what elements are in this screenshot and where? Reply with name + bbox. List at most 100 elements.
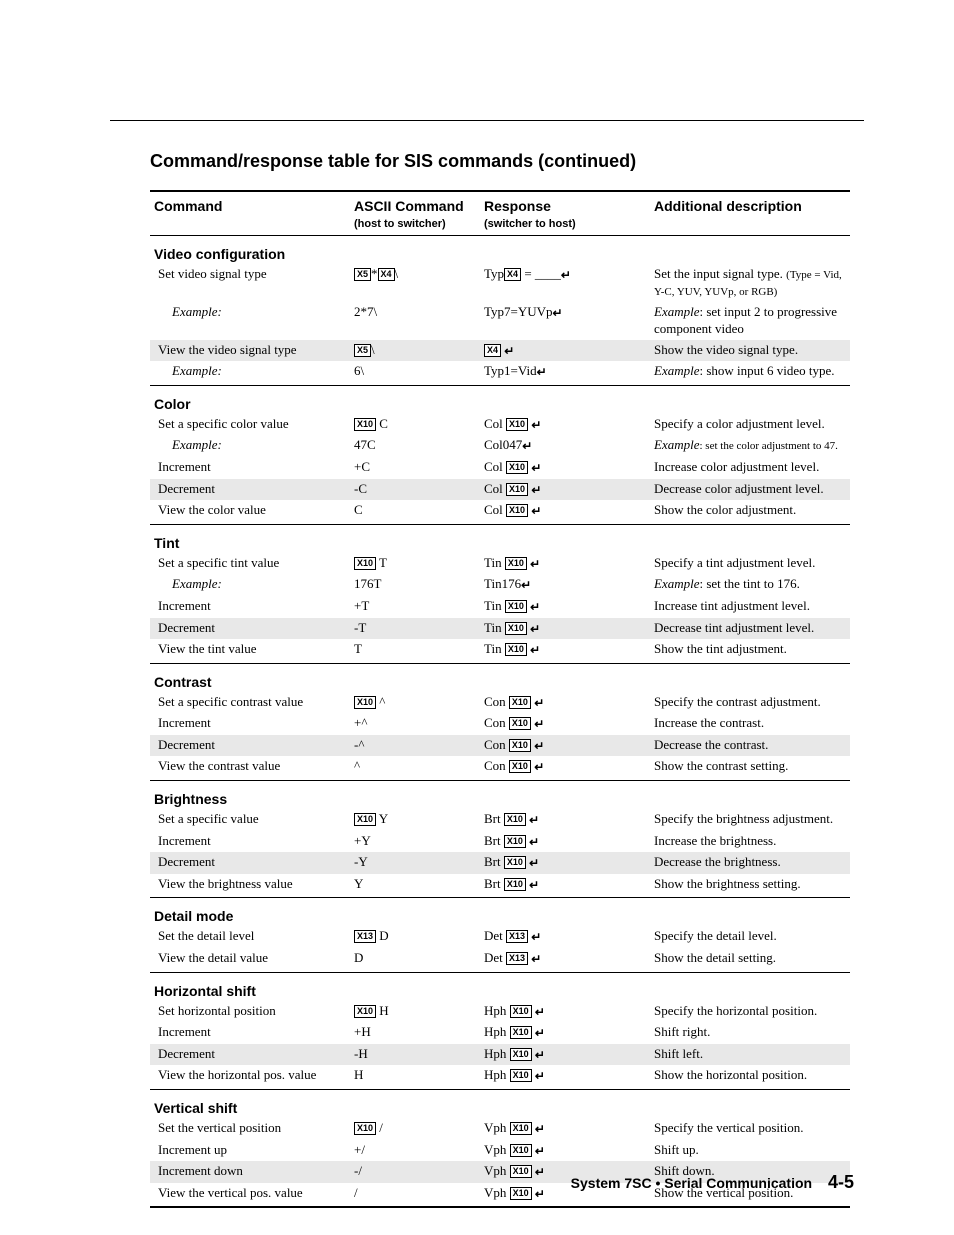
table-row: Example:6\Typ1=Vid↵Example: show input 6… [150, 361, 850, 383]
cell-ascii: -/ [350, 1161, 480, 1183]
cell-ascii: -C [350, 479, 480, 501]
cell-response: Tin176↵ [480, 574, 650, 596]
var-box: X10 [509, 739, 531, 752]
hdr-response: Response(switcher to host) [480, 191, 650, 236]
cell-command: Increment [150, 457, 350, 479]
top-rule [110, 120, 864, 121]
return-icon: ↵ [535, 1026, 545, 1042]
cell-command: Set horizontal position [150, 1001, 350, 1023]
var-box: X4 [378, 268, 395, 281]
var-box: X10 [506, 461, 528, 474]
section-title: Brightness [150, 781, 850, 810]
cell-command: Increment down [150, 1161, 350, 1183]
return-icon: ↵ [531, 952, 541, 968]
cell-description: Increase tint adjustment level. [650, 596, 850, 618]
cell-command: Example: [150, 361, 350, 383]
var-box: X10 [354, 1122, 376, 1135]
table-row: Set a specific tint valueX10 TTin X10 ↵S… [150, 553, 850, 575]
var-box: X13 [506, 930, 528, 943]
cell-description: Show the horizontal position. [650, 1065, 850, 1087]
cell-command: Decrement [150, 479, 350, 501]
return-icon: ↵ [530, 622, 540, 638]
return-icon: ↵ [553, 306, 563, 322]
table-row: View the brightness valueYBrt X10 ↵Show … [150, 874, 850, 896]
return-icon: ↵ [535, 1187, 545, 1203]
cell-command: Decrement [150, 1044, 350, 1066]
table-row: Example:176TTin176↵Example: set the tint… [150, 574, 850, 596]
cell-response: Hph X10 ↵ [480, 1044, 650, 1066]
table-row: Decrement-TTin X10 ↵Decrease tint adjust… [150, 618, 850, 640]
return-icon: ↵ [535, 1005, 545, 1021]
var-box: X10 [510, 1187, 532, 1200]
var-box: X10 [510, 1069, 532, 1082]
cell-description: Specify the brightness adjustment. [650, 809, 850, 831]
table-row: Decrement-^Con X10 ↵Decrease the contras… [150, 735, 850, 757]
cell-ascii: +Y [350, 831, 480, 853]
cell-description: Show the brightness setting. [650, 874, 850, 896]
cell-description: Shift left. [650, 1044, 850, 1066]
cell-description: Example: set input 2 to progressive comp… [650, 302, 850, 340]
return-icon: ↵ [521, 578, 531, 594]
return-icon: ↵ [534, 760, 544, 776]
return-icon: ↵ [522, 439, 532, 455]
section-title: Tint [150, 524, 850, 553]
var-box: X10 [506, 418, 528, 431]
cell-command: Increment [150, 713, 350, 735]
cell-command: Increment up [150, 1140, 350, 1162]
cell-command: View the vertical pos. value [150, 1183, 350, 1205]
section-header: Contrast [150, 663, 850, 692]
return-icon: ↵ [534, 739, 544, 755]
return-icon: ↵ [535, 1165, 545, 1181]
cell-ascii: -Y [350, 852, 480, 874]
cell-description: Decrease tint adjustment level. [650, 618, 850, 640]
return-icon: ↵ [531, 504, 541, 520]
section-title: Vertical shift [150, 1090, 850, 1119]
table-row: Increment+TTin X10 ↵Increase tint adjust… [150, 596, 850, 618]
cell-command: Set video signal type [150, 264, 350, 302]
cell-description: Specify the vertical position. [650, 1118, 850, 1140]
cell-command: View the detail value [150, 948, 350, 970]
cell-ascii: X10 ^ [350, 692, 480, 714]
section-header: Video configuration [150, 236, 850, 265]
cell-ascii: X10 / [350, 1118, 480, 1140]
cell-description: Decrease color adjustment level. [650, 479, 850, 501]
return-icon: ↵ [535, 1122, 545, 1138]
cell-command: Increment [150, 831, 350, 853]
cell-ascii: D [350, 948, 480, 970]
table-row: Set horizontal positionX10 HHph X10 ↵Spe… [150, 1001, 850, 1023]
cell-command: Decrement [150, 735, 350, 757]
section-header: Horizontal shift [150, 972, 850, 1001]
cell-command: View the horizontal pos. value [150, 1065, 350, 1087]
cell-response: Hph X10 ↵ [480, 1022, 650, 1044]
page: Command/response table for SIS commands … [0, 0, 954, 1235]
return-icon: ↵ [535, 1069, 545, 1085]
var-box: X5 [354, 344, 371, 357]
cell-description: Decrease the brightness. [650, 852, 850, 874]
return-icon: ↵ [537, 365, 547, 381]
table-row: Increment+CCol X10 ↵Increase color adjus… [150, 457, 850, 479]
cell-response: Con X10 ↵ [480, 756, 650, 778]
cell-command: View the brightness value [150, 874, 350, 896]
return-icon: ↵ [529, 835, 539, 851]
section-header: Tint [150, 524, 850, 553]
cell-ascii: +/ [350, 1140, 480, 1162]
cell-response: Tin X10 ↵ [480, 553, 650, 575]
table-row: Example:2*7\Typ7=YUVp↵Example: set input… [150, 302, 850, 340]
hdr-desc: Additional description [650, 191, 850, 236]
cell-command: Set a specific color value [150, 414, 350, 436]
return-icon: ↵ [530, 643, 540, 659]
cell-description: Shift right. [650, 1022, 850, 1044]
cell-response: Col X10 ↵ [480, 500, 650, 522]
cell-ascii: C [350, 500, 480, 522]
var-box: X4 [484, 344, 501, 357]
table-row: Set the vertical positionX10 /Vph X10 ↵S… [150, 1118, 850, 1140]
cell-command: Example: [150, 574, 350, 596]
cell-ascii: T [350, 639, 480, 661]
cell-command: Set the vertical position [150, 1118, 350, 1140]
cell-response: Con X10 ↵ [480, 713, 650, 735]
cell-command: Example: [150, 435, 350, 457]
cell-response: Typ7=YUVp↵ [480, 302, 650, 340]
return-icon: ↵ [529, 856, 539, 872]
cell-response: Brt X10 ↵ [480, 852, 650, 874]
cell-command: Set the detail level [150, 926, 350, 948]
